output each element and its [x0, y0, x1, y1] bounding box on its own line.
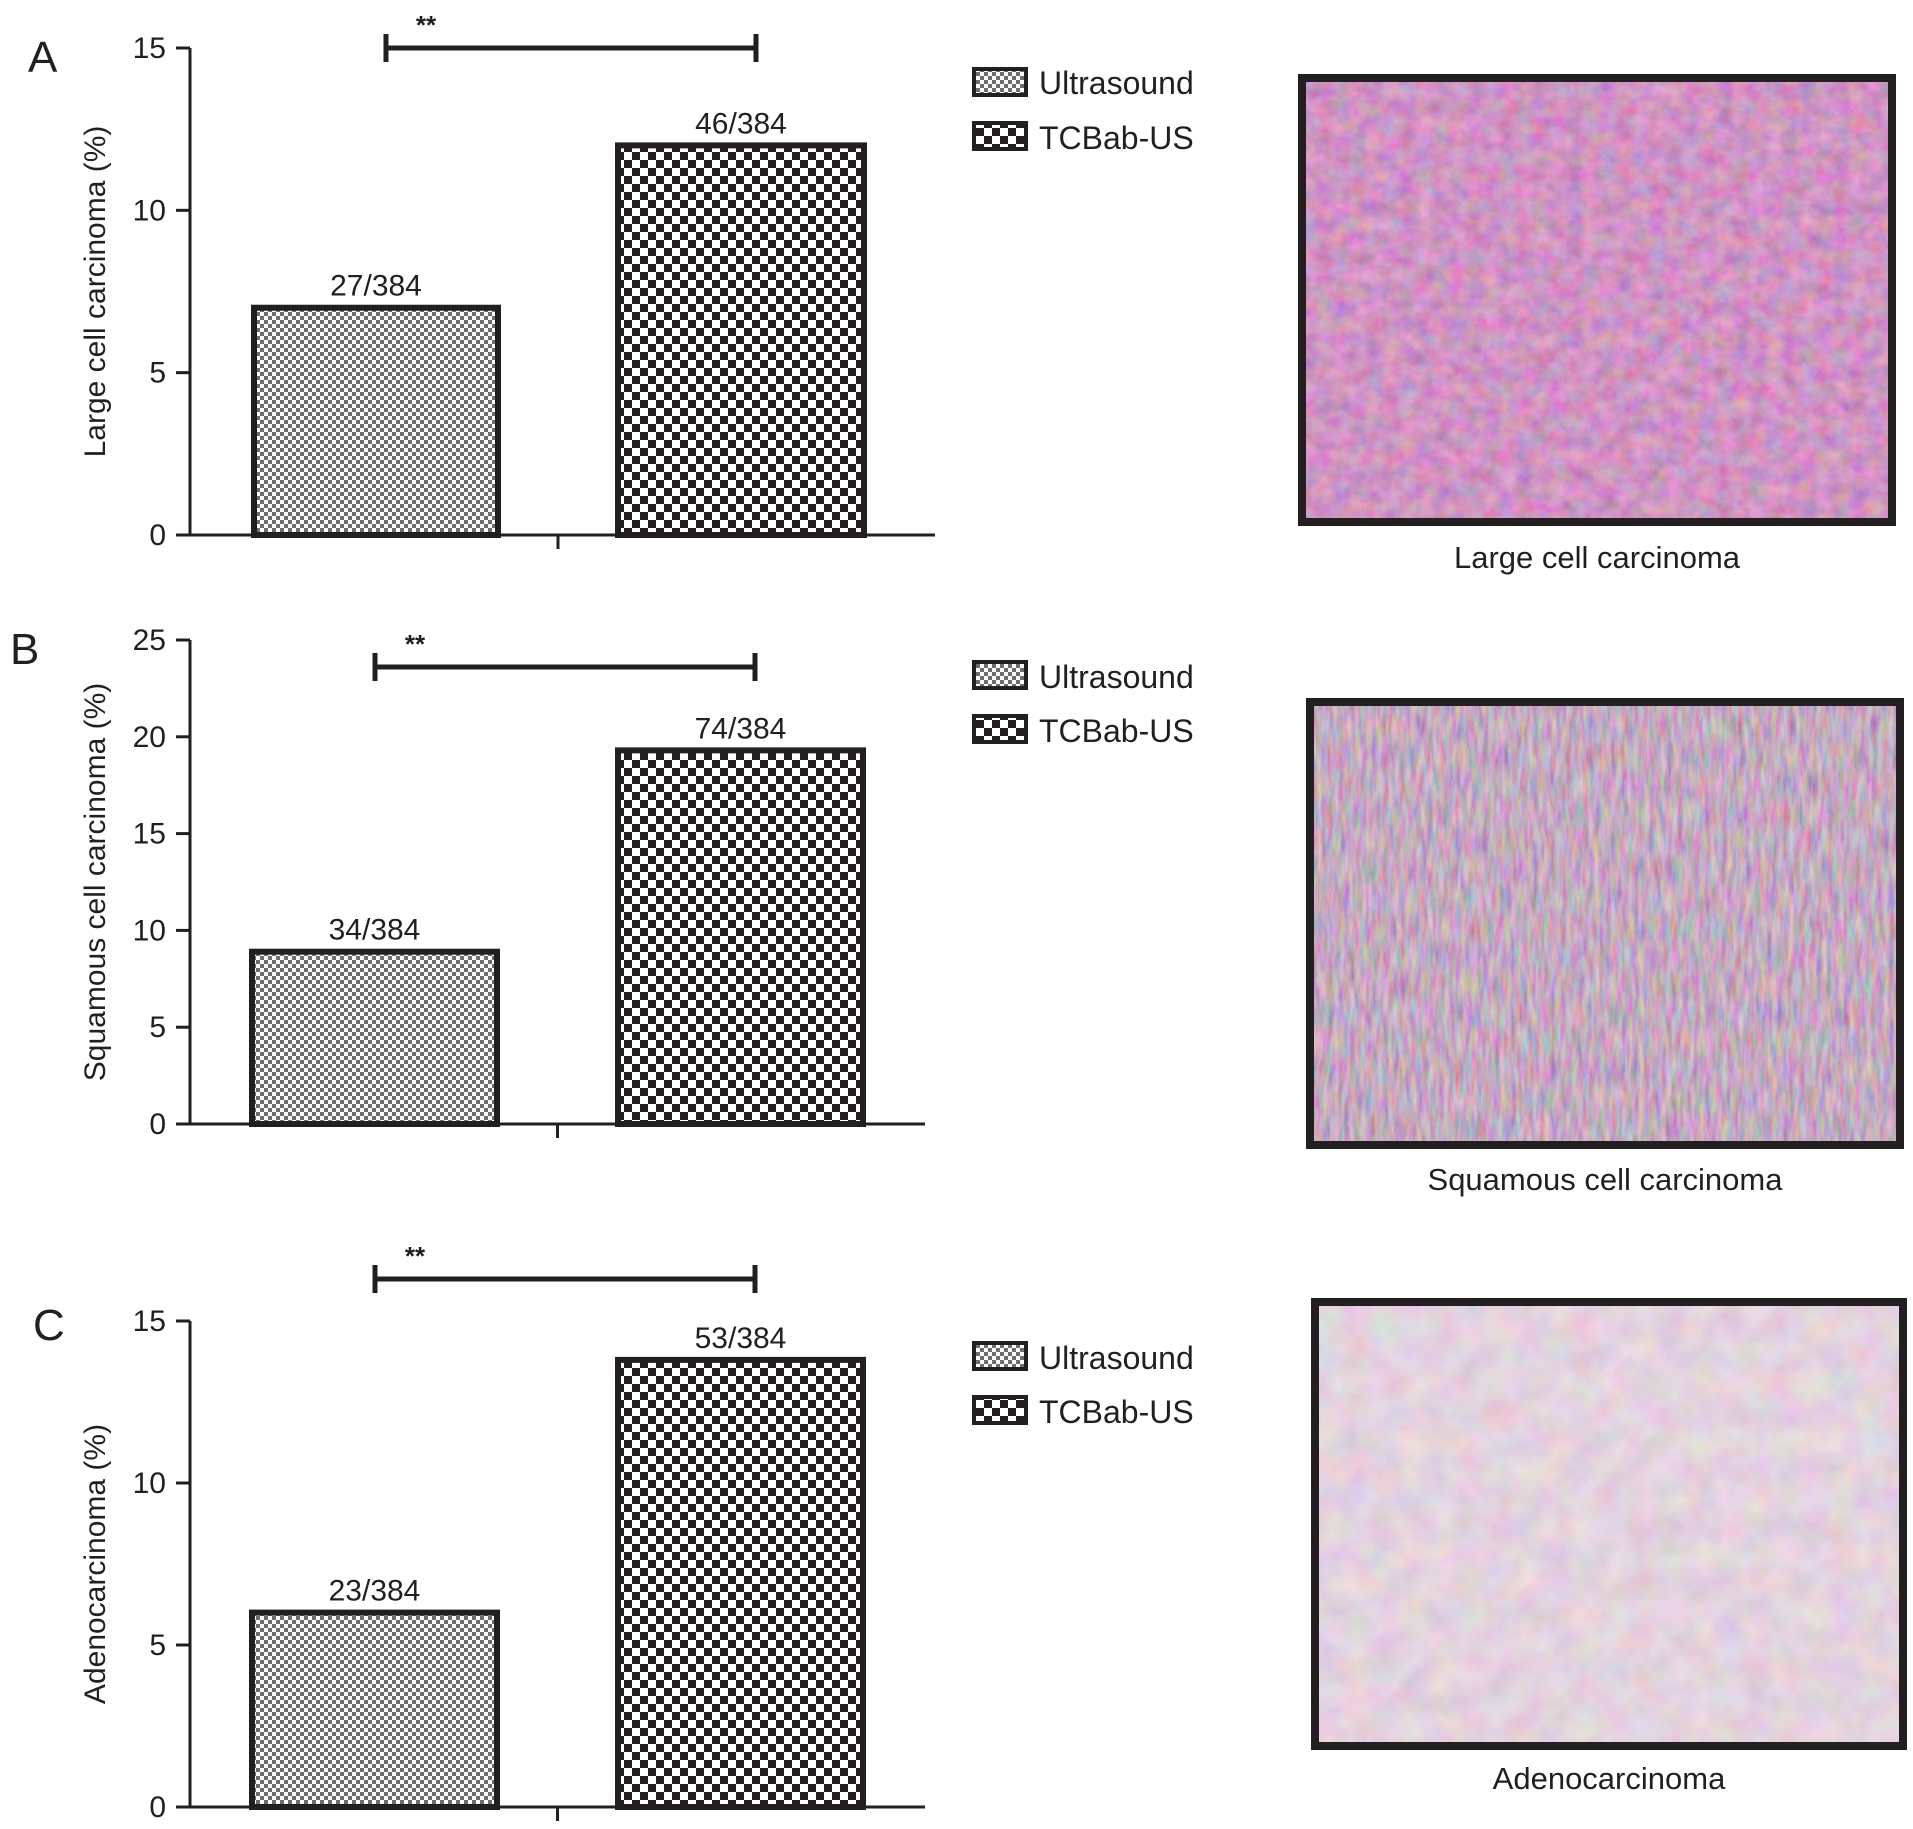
legend-swatch-ultrasound: [972, 660, 1028, 690]
legend-a: Ultrasound TCBab-US: [972, 65, 1194, 156]
y-axis-label: Adenocarcinoma (%): [79, 1424, 112, 1704]
y-tick-label: 5: [149, 357, 166, 390]
histology-image-a: [1298, 74, 1896, 526]
bar-ultrasound: [249, 1609, 500, 1810]
legend-label-ultrasound: Ultrasound: [1039, 65, 1194, 101]
y-tick-label: 0: [149, 1108, 166, 1141]
significance-label: **: [416, 10, 437, 40]
legend-swatch-tcbab-us: [972, 121, 1028, 151]
legend-label-tcbab-us: TCBab-US: [1039, 713, 1194, 749]
bar-value-label: 74/384: [695, 712, 787, 745]
panel-letter-a: A: [28, 33, 58, 82]
chart-c: 0 5 10 15 Adenocarcinoma (%) 23/384 53/384 **: [79, 1241, 925, 1824]
chart-a: 0 5 10 15 Large cell carcinoma (%) 27/384 46/3…: [79, 10, 935, 552]
legend-swatch-ultrasound: [972, 1341, 1028, 1371]
legend-label-ultrasound: Ultrasound: [1039, 1340, 1194, 1376]
y-tick-label: 15: [133, 1305, 166, 1338]
legend-swatch-ultrasound: [972, 67, 1028, 97]
bar-tcbab-us: [615, 1356, 866, 1810]
panel-letter-b: B: [10, 625, 39, 674]
y-tick-label: 25: [133, 624, 166, 657]
significance-label: **: [405, 629, 426, 659]
bar-tcbab-us: [615, 142, 867, 538]
legend-label-ultrasound: Ultrasound: [1039, 659, 1194, 695]
bar-value-label: 23/384: [329, 1575, 421, 1608]
legend-label-tcbab-us: TCBab-US: [1039, 1394, 1194, 1430]
y-tick-label: 15: [133, 818, 166, 851]
y-tick-label: 5: [149, 1629, 166, 1662]
bar-tcbab-us: [615, 747, 866, 1127]
histology-image-b: [1306, 698, 1904, 1149]
panel-letter-c: C: [33, 1301, 65, 1350]
bar-value-label: 27/384: [330, 270, 422, 303]
y-tick-label: 10: [133, 914, 166, 947]
chart-b: 0 5 10 15 20 25 Squamous cell carcinoma (%) 34/…: [79, 624, 925, 1141]
y-tick-label: 5: [149, 1011, 166, 1044]
image-caption-c: Adenocarcinoma: [1493, 1761, 1726, 1796]
bar-value-label: 34/384: [329, 914, 421, 947]
bar-value-label: 53/384: [695, 1322, 787, 1355]
y-tick-label: 10: [133, 1467, 166, 1500]
bar-ultrasound: [249, 948, 500, 1127]
y-axis-label: Squamous cell carcinoma (%): [79, 683, 112, 1081]
legend-b: Ultrasound TCBab-US: [972, 659, 1194, 749]
bar-value-label: 46/384: [695, 107, 787, 140]
legend-label-tcbab-us: TCBab-US: [1039, 120, 1194, 156]
y-tick-label: 0: [149, 1791, 166, 1824]
legend-swatch-tcbab-us: [972, 714, 1028, 744]
image-caption-b: Squamous cell carcinoma: [1428, 1162, 1784, 1197]
histology-image-c: [1311, 1298, 1907, 1750]
legend-c: Ultrasound TCBab-US: [972, 1340, 1194, 1430]
y-tick-label: 10: [133, 194, 166, 227]
y-tick-label: 20: [133, 721, 166, 754]
y-tick-label: 0: [149, 519, 166, 552]
legend-swatch-tcbab-us: [972, 1395, 1028, 1425]
panel-a: A 0 5 10 15 Large cell carcinoma (%) 27/384 46…: [28, 10, 1896, 575]
image-caption-a: Large cell carcinoma: [1454, 540, 1741, 575]
y-tick-label: 15: [133, 32, 166, 65]
significance-label: **: [405, 1241, 426, 1271]
panel-c: C 0 5 10 15 Adenocarcinoma (%) 23/384 53/384 **…: [33, 1241, 1907, 1824]
panel-b: B 0 5 10 15 20 25 Squamous cell carcinoma (%) 3…: [10, 624, 1904, 1197]
y-axis-label: Large cell carcinoma (%): [79, 126, 112, 458]
bar-ultrasound: [251, 304, 501, 538]
